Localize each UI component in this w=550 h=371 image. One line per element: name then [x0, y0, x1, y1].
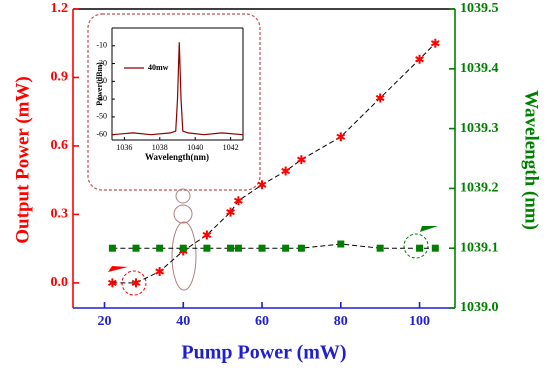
y2-tick-label: 1039.4 — [460, 61, 499, 76]
inset-frame — [87, 13, 261, 191]
y-tick-label: -30 — [96, 76, 107, 85]
square-marker — [132, 244, 140, 252]
series-line — [112, 42, 436, 284]
star-marker — [297, 155, 306, 165]
inset-y-title: Power(dBm) — [95, 62, 104, 106]
star-marker — [202, 230, 212, 240]
x-tick-label: 80 — [334, 314, 348, 329]
y2-axis-title: Wavelength (nm) — [521, 90, 542, 230]
star-marker — [281, 166, 291, 176]
y-tick-label: -40 — [96, 94, 107, 103]
y-tick-label: 0.6 — [51, 138, 69, 153]
x-tick-label: 1036 — [116, 143, 132, 152]
square-marker — [234, 244, 242, 252]
star-marker — [430, 38, 440, 48]
y-tick-label: -20 — [96, 58, 107, 67]
square-marker — [258, 244, 266, 252]
star-marker — [234, 196, 243, 206]
y-tick-label: 0.3 — [51, 207, 69, 222]
y-tick-label: -60 — [96, 129, 107, 138]
y2-tick-label: 1039.0 — [460, 300, 499, 315]
x-tick-label: 1038 — [152, 143, 168, 152]
square-marker — [203, 244, 211, 252]
y2-tick-label: 1039.5 — [460, 1, 499, 16]
x-tick-label: 20 — [98, 314, 112, 329]
y-axis-title: Output Power (mW) — [12, 76, 33, 243]
square-marker — [156, 244, 164, 252]
star-marker — [226, 207, 235, 217]
y-tick-label: 0.9 — [51, 70, 69, 85]
y2-tick-label: 1039.1 — [460, 240, 499, 255]
square-marker — [227, 244, 235, 252]
star-marker — [415, 54, 424, 64]
square-marker — [416, 244, 424, 252]
x-tick-label: 100 — [409, 314, 430, 329]
star-marker — [155, 266, 165, 276]
y2-tick-label: 1039.3 — [460, 121, 499, 136]
square-marker — [282, 244, 290, 252]
x-tick-label: 1042 — [223, 143, 239, 152]
y-tick-label: 1.2 — [51, 1, 69, 16]
annotation-circle — [403, 233, 429, 259]
square-marker — [297, 244, 305, 252]
star-marker — [131, 278, 141, 288]
star-marker — [257, 180, 267, 190]
star-marker — [375, 93, 385, 103]
y-tick-label: 0.0 — [51, 275, 69, 290]
annotation-arrow — [420, 226, 438, 232]
x-tick-label: 1040 — [187, 143, 203, 152]
annotation-arrow — [108, 266, 128, 272]
x-tick-label: 40 — [176, 314, 190, 329]
y-tick-label: -10 — [96, 41, 107, 50]
y2-tick-label: 1039.2 — [460, 181, 499, 196]
legend-label: 40mw — [148, 63, 169, 72]
square-marker — [108, 244, 116, 252]
star-marker — [336, 132, 346, 142]
series-line — [111, 42, 244, 136]
x-tick-label: 60 — [255, 314, 269, 329]
square-marker — [337, 240, 345, 248]
y-tick-label: -50 — [96, 112, 107, 121]
inset-pointer — [171, 188, 197, 291]
x-axis-title: Pump Power (mW) — [181, 342, 346, 364]
star-marker — [107, 278, 117, 288]
square-marker — [376, 244, 384, 252]
square-marker — [179, 244, 187, 252]
square-marker — [431, 244, 439, 252]
inset-x-title: Wavelength(nm) — [145, 152, 209, 162]
series-line — [112, 243, 436, 249]
